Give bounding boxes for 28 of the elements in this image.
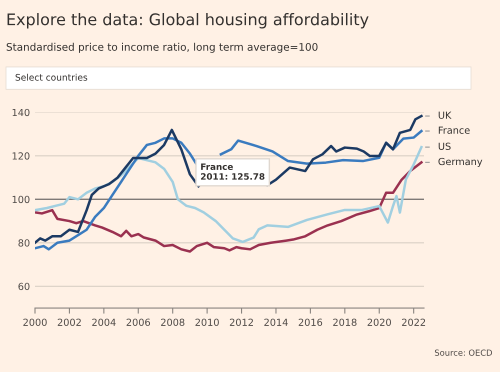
annotation: France 2011: 125.78 <box>201 163 264 180</box>
x-tick-label: 2000 <box>23 318 47 326</box>
y-tick-label: 80 <box>18 239 30 247</box>
x-tick-label: 2008 <box>161 318 184 326</box>
y-tick-label: 100 <box>12 196 30 204</box>
series-label: Germany <box>438 158 482 168</box>
x-tick-label: 2020 <box>368 318 391 326</box>
y-tick-label: 120 <box>12 152 30 160</box>
y-tick-label: 140 <box>12 108 30 116</box>
x-tick-label: 2002 <box>58 318 81 326</box>
chart-title: Explore the data: Global housing affordability <box>8 13 369 28</box>
y-tick-label: 60 <box>18 282 30 290</box>
x-tick-label: 2010 <box>195 318 219 326</box>
series-label: US <box>438 142 451 150</box>
series-label: France <box>438 126 470 134</box>
x-tick-label: 2016 <box>298 318 322 326</box>
text: Select countries <box>16 74 88 81</box>
x-tick-label: 2012 <box>230 318 253 326</box>
x-tick-label: 2006 <box>126 318 150 326</box>
line-series <box>35 146 423 244</box>
x-tick-label: 2022 <box>402 318 426 326</box>
source-note: Source: OECD <box>434 350 492 356</box>
x-tick-label: 2014 <box>264 318 288 326</box>
x-tick-label: 2018 <box>333 318 357 326</box>
line-series <box>35 161 423 253</box>
series-label: UK <box>438 112 452 119</box>
chart-subtitle: Standardised price to income ratio, long term average=100 <box>6 42 318 53</box>
x-tick-label: 2004 <box>92 318 116 326</box>
